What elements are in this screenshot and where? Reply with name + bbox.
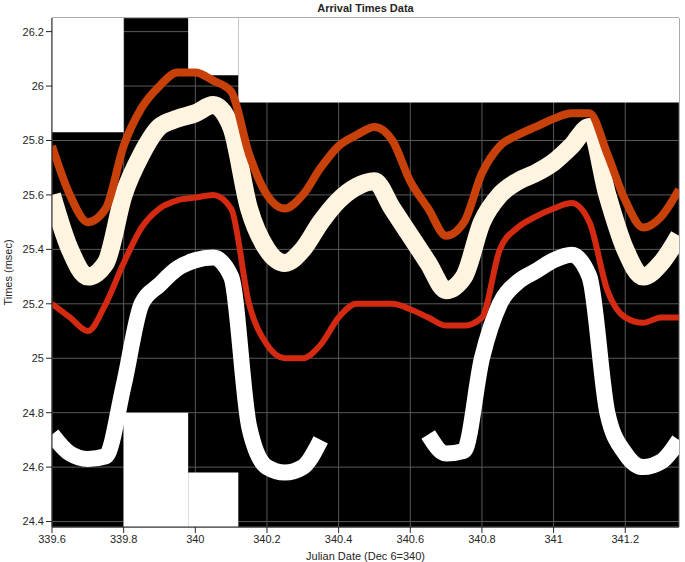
svg-text:339.6: 339.6 xyxy=(38,533,66,545)
svg-text:25.8: 25.8 xyxy=(23,134,44,146)
svg-text:24.4: 24.4 xyxy=(23,515,44,527)
svg-text:25.4: 25.4 xyxy=(23,243,44,255)
svg-text:340.4: 340.4 xyxy=(325,533,353,545)
svg-text:340: 340 xyxy=(186,533,204,545)
svg-text:340.8: 340.8 xyxy=(468,533,496,545)
svg-text:340.6: 340.6 xyxy=(397,533,425,545)
svg-text:25.6: 25.6 xyxy=(23,189,44,201)
svg-text:Times (msec): Times (msec) xyxy=(2,239,14,305)
svg-text:26: 26 xyxy=(32,80,44,92)
svg-text:25: 25 xyxy=(32,352,44,364)
svg-text:26.2: 26.2 xyxy=(23,26,44,38)
svg-text:24.8: 24.8 xyxy=(23,407,44,419)
svg-text:339.8: 339.8 xyxy=(110,533,138,545)
svg-text:24.6: 24.6 xyxy=(23,461,44,473)
html-text:Arrival Times Data: Arrival Times Data xyxy=(317,2,414,14)
svg-text:341.2: 341.2 xyxy=(611,533,639,545)
svg-text:25.2: 25.2 xyxy=(23,298,44,310)
svg-text:Julian Date (Dec 6=340): Julian Date (Dec 6=340) xyxy=(306,550,425,562)
svg-text:341: 341 xyxy=(544,533,562,545)
svg-text:340.2: 340.2 xyxy=(253,533,281,545)
